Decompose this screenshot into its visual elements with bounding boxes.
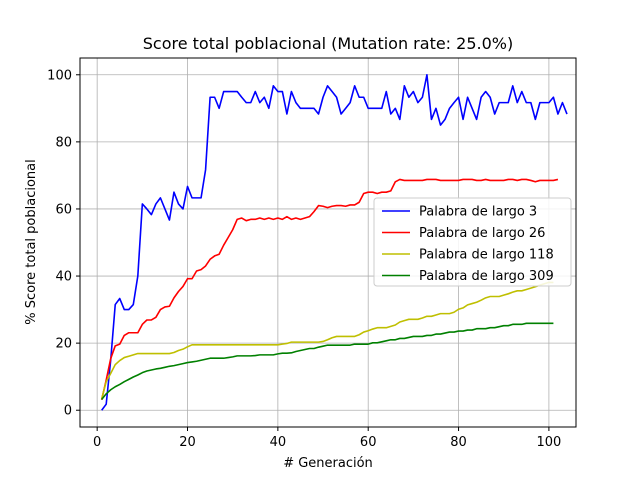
y-tick-label: 100 (47, 68, 72, 83)
x-tick-label: 100 (536, 435, 561, 450)
series-line-2 (100, 281, 554, 400)
x-tick-label: 0 (93, 435, 101, 450)
x-axis: 0 20 40 60 80 100 (93, 427, 561, 450)
legend: Palabra de largo 3 Palabra de largo 26 Pal… (373, 197, 572, 287)
plot-frame (79, 57, 577, 428)
x-tick-label: 20 (179, 435, 196, 450)
series-line-0 (101, 73, 568, 411)
x-tick-label: 40 (270, 435, 287, 450)
series-line-1 (100, 178, 559, 401)
legend-label: Palabra de largo 3 (419, 205, 537, 220)
series-line-3 (101, 322, 554, 400)
y-tick-label: 20 (55, 337, 72, 352)
y-tick-label: 40 (55, 270, 72, 285)
y-tick-label: 0 (64, 404, 72, 419)
x-tick-label: 80 (450, 435, 467, 450)
chart-title: Score total poblacional (Mutation rate: … (143, 34, 513, 53)
y-tick-label: 60 (55, 202, 72, 217)
y-axis: 0 20 40 60 80 100 (47, 68, 80, 419)
y-tick-label: 80 (55, 135, 72, 150)
legend-label: Palabra de largo 26 (419, 226, 545, 241)
legend-label: Palabra de largo 309 (419, 269, 554, 284)
x-axis-label: # Generación (283, 456, 373, 471)
legend-label: Palabra de largo 118 (419, 248, 554, 263)
y-axis-label: % Score total poblacional (24, 159, 39, 324)
x-tick-label: 60 (360, 435, 377, 450)
series-layer (100, 73, 568, 411)
legend-box (373, 197, 572, 287)
